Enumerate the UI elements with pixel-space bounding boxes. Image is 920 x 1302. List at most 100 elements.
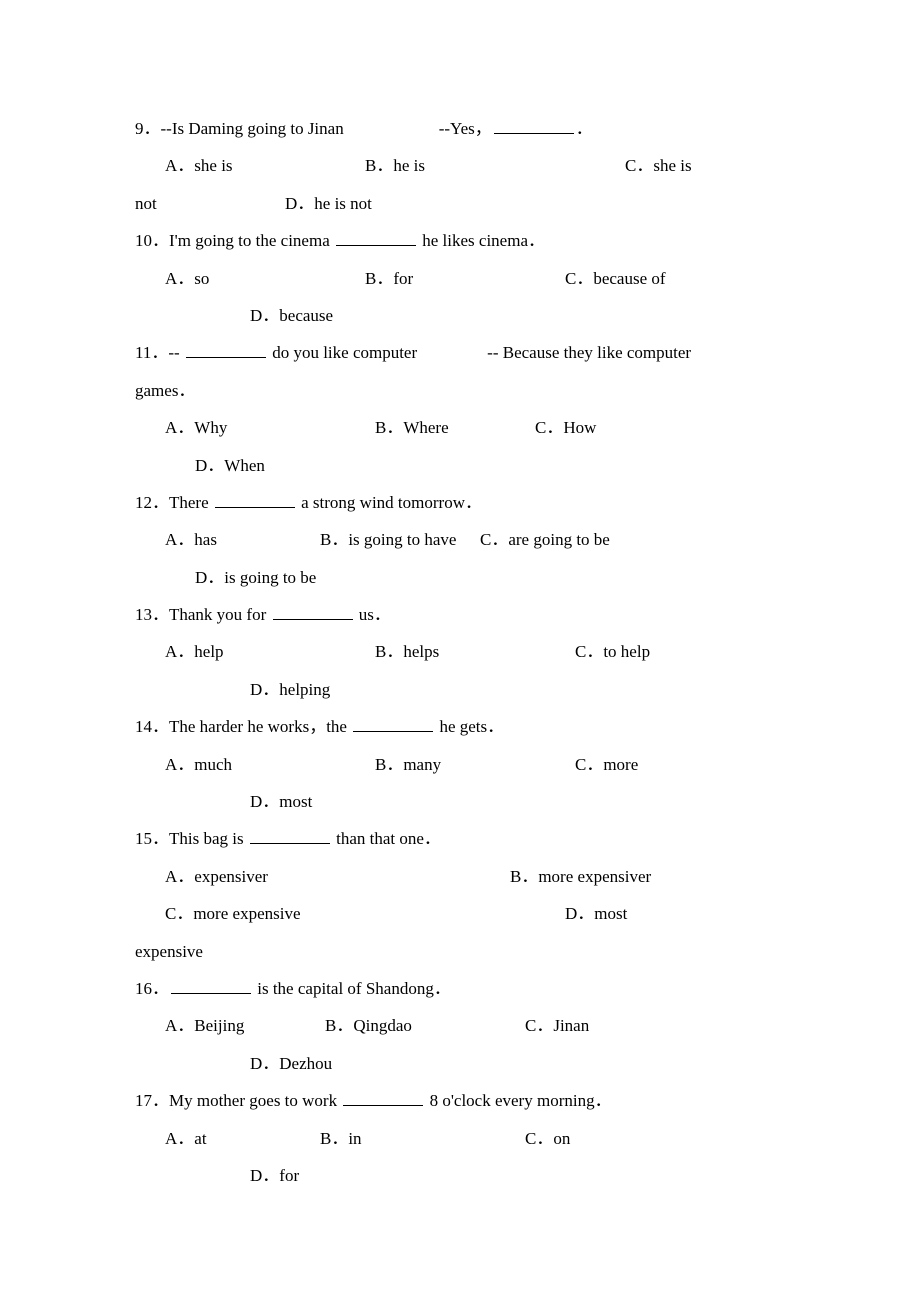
q16-optD: D．Dezhou [250,1054,332,1073]
q9-cont: not [135,185,285,222]
question-11: 11．-- do you like computer-- Because the… [135,334,785,484]
q17-t1: My mother goes to work [169,1091,337,1110]
q16-opts-line2: D．Dezhou [135,1045,785,1082]
q16-optC: C．Jinan [525,1016,589,1035]
question-13: 13．Thank you for us． A．helpB．helpsC．to h… [135,596,785,708]
q9-optB: B．he is [365,147,625,184]
q16-optA: A．Beijing [165,1007,325,1044]
q12-optD: D．is going to be [195,568,316,587]
question-15: 15．This bag is than that one． A．expensiv… [135,820,785,970]
q9-optC: C．she is [625,156,692,175]
q11-optC: C．How [535,418,596,437]
q15-cont: expensive [135,933,785,970]
q17-num: 17 [135,1091,152,1110]
q9-num: 9 [135,119,144,138]
q9-stem: 9．--Is Daming going to Jinan--Yes，． [135,110,785,147]
q10-optB: B．for [365,260,565,297]
q9-t1: --Is Daming going to Jinan [161,119,344,138]
q10-optC: C．because of [565,269,666,288]
q16-num: 16 [135,979,152,998]
q16-opts-line1: A．BeijingB．QingdaoC．Jinan [135,1007,785,1044]
q14-opts-line1: A．muchB．manyC．more [135,746,785,783]
q10-t1: I'm going to the cinema [169,231,330,250]
q12-optB: B．is going to have [320,521,480,558]
q11-opts-line2: D．When [135,447,785,484]
q13-opts-line1: A．helpB．helpsC．to help [135,633,785,670]
q15-num: 15 [135,829,152,848]
q13-optC: C．to help [575,642,650,661]
q13-optD: D．helping [250,680,330,699]
q11-t1: -- [168,343,179,362]
q15-opts-line1: A．expensiverB．more expensiver [135,858,785,895]
q11-opts-line1: A．WhyB．WhereC．How [135,409,785,446]
question-9: 9．--Is Daming going to Jinan--Yes，． A．sh… [135,110,785,222]
q10-num: 10 [135,231,152,250]
q14-optD: D．most [250,792,312,811]
question-12: 12．There a strong wind tomorrow． A．hasB．… [135,484,785,596]
q17-optA: A．at [165,1120,320,1157]
q10-t2: he likes cinema． [422,231,545,250]
q14-opts-line2: D．most [135,783,785,820]
q13-t2: us． [359,605,391,624]
q16-t1: is the capital of Shandong． [257,979,451,998]
q13-optA: A．help [165,633,375,670]
question-10: 10．I'm going to the cinema he likes cine… [135,222,785,334]
q13-stem: 13．Thank you for us． [135,596,785,633]
q15-t1: This bag is [169,829,244,848]
q11-cont-text: games． [135,381,195,400]
q14-optA: A．much [165,746,375,783]
q9-optA: A．she is [165,147,365,184]
q15-opts-line2: C．more expensiveD．most [135,895,785,932]
q11-optB: B．Where [375,409,535,446]
q14-t1: The harder he works，the [169,717,347,736]
q17-opts-line1: A．atB．inC．on [135,1120,785,1157]
q11-optA: A．Why [165,409,375,446]
q11-t2: do you like computer [272,343,417,362]
q9-t2: --Yes， [439,119,492,138]
q17-optD: D．for [250,1166,299,1185]
q14-num: 14 [135,717,152,736]
q12-num: 12 [135,493,152,512]
q11-t3: -- Because they like computer [487,343,691,362]
q11-optD: D．When [195,456,265,475]
q17-t2: 8 o'clock every morning． [430,1091,612,1110]
q10-optA: A．so [165,260,365,297]
question-16: 16． is the capital of Shandong． A．Beijin… [135,970,785,1082]
q14-stem: 14．The harder he works，the he gets． [135,708,785,745]
q15-optD: D．most [565,904,627,923]
q13-t1: Thank you for [169,605,266,624]
q14-t2: he gets． [439,717,504,736]
q10-opts-line2: D．because [135,297,785,334]
q11-num: 11 [135,343,151,362]
q9-opts-line2: notD．he is not [135,185,785,222]
q12-stem: 12．There a strong wind tomorrow． [135,484,785,521]
q10-optD: D．because [250,306,333,325]
q12-opts-line2: D．is going to be [135,559,785,596]
question-17: 17．My mother goes to work 8 o'clock ever… [135,1082,785,1194]
q17-opts-line2: D．for [135,1157,785,1194]
q14-optB: B．many [375,746,575,783]
q12-optC: C．are going to be [480,530,610,549]
q14-optC: C．more [575,755,638,774]
q10-stem: 10．I'm going to the cinema he likes cine… [135,222,785,259]
q16-optB: B．Qingdao [325,1007,525,1044]
q15-optA: A．expensiver [165,858,510,895]
q13-opts-line2: D．helping [135,671,785,708]
q12-opts-line1: A．hasB．is going to haveC．are going to be [135,521,785,558]
q15-optB: B．more expensiver [510,867,651,886]
q12-optA: A．has [165,521,320,558]
q17-optB: B．in [320,1120,525,1157]
q10-opts-line1: A．soB．forC．because of [135,260,785,297]
q16-stem: 16． is the capital of Shandong． [135,970,785,1007]
q12-t1: There [169,493,209,512]
q17-optC: C．on [525,1129,570,1148]
q13-optB: B．helps [375,633,575,670]
q9-optD: D．he is not [285,194,372,213]
q13-num: 13 [135,605,152,624]
q15-cont-text: expensive [135,942,203,961]
question-14: 14．The harder he works，the he gets． A．mu… [135,708,785,820]
q15-optC: C．more expensive [165,895,565,932]
q11-cont: games． [135,372,785,409]
q15-stem: 15．This bag is than that one． [135,820,785,857]
q12-t2: a strong wind tomorrow． [301,493,482,512]
